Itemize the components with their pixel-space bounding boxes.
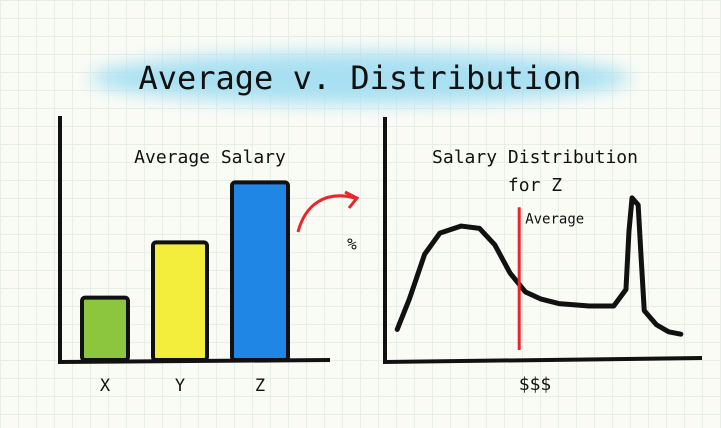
- distribution-line: [394, 195, 684, 337]
- chart-title: for Z: [508, 175, 562, 196]
- title-highlight: [90, 52, 630, 104]
- bar: [151, 240, 209, 362]
- x-tick-label: Y: [175, 376, 185, 396]
- arrow-head: [344, 190, 360, 209]
- x-tick-label: Z: [255, 376, 265, 396]
- chart-title: Average Salary: [134, 147, 286, 168]
- page-title: Average v. Distribution: [138, 59, 581, 97]
- axes: [383, 117, 703, 365]
- arrow: [296, 194, 356, 233]
- bar: [230, 180, 290, 362]
- x-tick-label: X: [100, 376, 111, 396]
- y-axis-label: %: [347, 235, 357, 254]
- chart-title: Salary Distribution: [432, 147, 638, 168]
- annotation: Average: [525, 211, 584, 227]
- x-axis-label: $$$: [519, 374, 552, 395]
- bar: [80, 295, 130, 363]
